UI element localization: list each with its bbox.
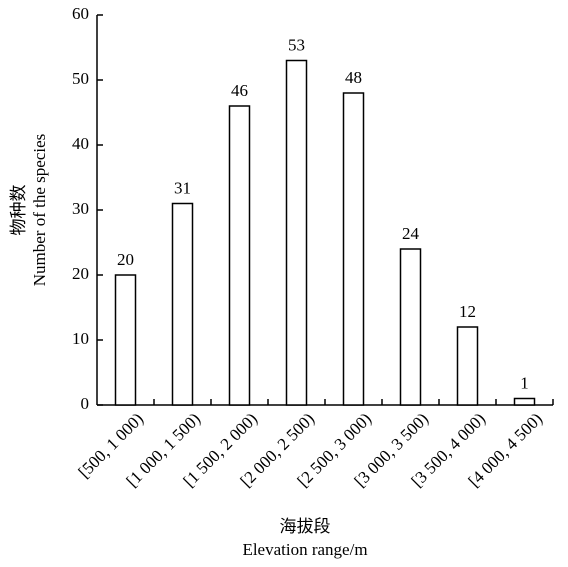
value-label: 31 xyxy=(174,178,191,197)
y-tick-label: 30 xyxy=(72,199,89,218)
y-axis-label: Number of the species xyxy=(30,134,49,286)
value-label: 46 xyxy=(231,81,248,100)
x-axis-label: Elevation range/m xyxy=(242,540,367,559)
bar xyxy=(285,59,308,406)
value-label: 53 xyxy=(288,35,305,54)
bar xyxy=(228,105,251,406)
y-tick-label: 60 xyxy=(72,4,89,23)
bar xyxy=(171,202,194,406)
y-tick-label: 20 xyxy=(72,264,89,283)
y-tick-label: 0 xyxy=(81,394,90,413)
value-label: 20 xyxy=(117,250,134,269)
bar xyxy=(456,326,479,406)
y-axis-label-cn: 物种数 xyxy=(9,185,28,236)
bar xyxy=(513,397,536,406)
y-tick-label: 40 xyxy=(72,134,89,153)
bar xyxy=(399,248,422,406)
y-tick-label: 50 xyxy=(72,69,89,88)
value-label: 48 xyxy=(345,68,362,87)
value-label: 24 xyxy=(402,224,420,243)
value-label: 1 xyxy=(520,373,529,392)
bar xyxy=(342,92,365,406)
x-axis-label-cn: 海拔段 xyxy=(280,517,331,536)
y-tick-label: 10 xyxy=(72,329,89,348)
value-label: 12 xyxy=(459,302,476,321)
bar xyxy=(114,274,137,406)
